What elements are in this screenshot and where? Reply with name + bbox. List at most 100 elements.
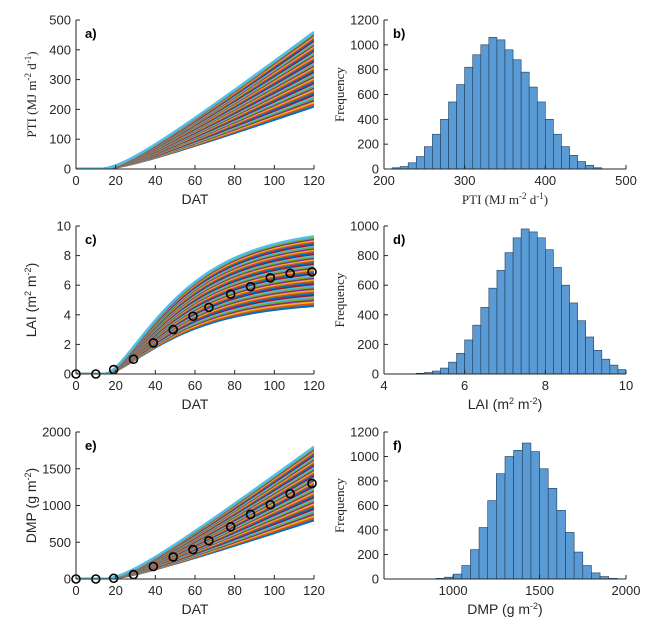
histogram-bar xyxy=(512,237,522,374)
x-tick-label: 80 xyxy=(227,583,241,598)
panel-label: a) xyxy=(85,26,97,41)
y-tick-label: 2000 xyxy=(42,425,71,440)
histogram-bar xyxy=(528,86,538,169)
y-axis-label: LAI (m2 m-2) xyxy=(23,263,39,338)
histogram-bar xyxy=(561,146,570,169)
y-tick-label: 600 xyxy=(357,498,379,513)
histogram-bar xyxy=(521,442,532,579)
plot-area-b xyxy=(391,37,603,169)
y-tick-label: 600 xyxy=(357,87,379,102)
plot-area-e xyxy=(76,445,314,579)
histogram-bar xyxy=(504,252,514,374)
panel-label: b) xyxy=(393,26,405,41)
histogram-bar xyxy=(407,162,417,169)
y-tick-label: 300 xyxy=(49,72,71,87)
y-tick-label: 0 xyxy=(372,162,379,177)
panel-label: c) xyxy=(85,232,97,247)
panel-label: d) xyxy=(393,232,405,247)
histogram-bar xyxy=(520,228,530,374)
histogram-bar xyxy=(488,37,498,169)
x-tick-label: 40 xyxy=(148,378,162,393)
histogram-bar xyxy=(536,101,546,169)
x-tick-label: 60 xyxy=(188,173,202,188)
histogram-bar xyxy=(472,54,482,169)
histogram-bar xyxy=(504,49,514,169)
histogram-bar xyxy=(569,155,578,169)
ensemble-line xyxy=(76,235,314,374)
x-tick-label: 60 xyxy=(188,583,202,598)
x-tick-label: 1000 xyxy=(439,583,468,598)
histogram-bar xyxy=(585,164,595,169)
plot-area-d xyxy=(415,228,626,374)
histogram-bar xyxy=(547,488,558,579)
histogram-bar xyxy=(440,367,449,374)
x-tick-label: 100 xyxy=(263,173,285,188)
x-tick-label: 0 xyxy=(72,583,79,598)
x-tick-label: 40 xyxy=(148,583,162,598)
plot-area-f xyxy=(435,442,618,579)
x-tick-label: 120 xyxy=(303,173,325,188)
y-axis-label: DMP (g m-2) xyxy=(23,468,39,543)
histogram-bar xyxy=(569,302,578,374)
histogram-bar xyxy=(593,350,603,374)
x-tick-label: 40 xyxy=(148,173,162,188)
x-axis-label: DAT xyxy=(182,191,209,207)
histogram-bar xyxy=(545,249,554,374)
histogram-bar xyxy=(478,527,489,579)
y-tick-label: 0 xyxy=(372,572,379,587)
x-tick-label: 2000 xyxy=(612,583,641,598)
histogram-bar xyxy=(530,451,540,579)
observation-marker xyxy=(225,289,236,299)
observation-marker xyxy=(204,302,214,313)
y-tick-label: 1200 xyxy=(350,13,379,28)
x-tick-label: 500 xyxy=(615,173,637,188)
histogram-bar xyxy=(591,572,601,579)
y-tick-label: 500 xyxy=(49,13,71,28)
histogram-bar xyxy=(601,358,611,374)
observation-marker xyxy=(204,535,214,546)
histogram-bar xyxy=(585,336,595,374)
panel-a: 0 20 40 60 80 100 120 0 100 200 300 400 500 a) DAT PTI … xyxy=(23,13,325,208)
histogram-bar xyxy=(577,320,586,374)
histogram-bar xyxy=(573,551,584,579)
x-axis-label: LAI (m2 m-2) xyxy=(468,396,543,412)
plot-area-c xyxy=(76,235,314,374)
histogram-bar xyxy=(528,231,538,374)
histogram-bar xyxy=(625,371,626,374)
y-tick-label: 2 xyxy=(64,337,71,352)
histogram-bar xyxy=(472,324,482,374)
observation-marker xyxy=(108,573,119,584)
y-tick-label: 400 xyxy=(357,112,379,127)
histogram-bar xyxy=(504,456,514,579)
x-axis-label: DAT xyxy=(182,396,209,412)
y-tick-label: 100 xyxy=(49,132,71,147)
histogram-bar xyxy=(539,468,549,579)
histogram-bar xyxy=(553,267,562,374)
y-axis-label: PTI (MJ m-2 d-1) xyxy=(23,51,39,137)
histogram-bar xyxy=(464,66,474,169)
histogram-bar xyxy=(496,473,506,579)
histogram-bar xyxy=(561,284,570,374)
y-tick-label: 200 xyxy=(357,137,379,152)
histogram-bar xyxy=(582,565,592,579)
x-axis-label: DAT xyxy=(182,601,209,617)
y-axis-label: Frequency xyxy=(332,478,347,533)
histogram-bar xyxy=(456,352,465,374)
y-tick-label: 0 xyxy=(64,572,71,587)
panel-label: e) xyxy=(85,438,97,453)
histogram-bar xyxy=(461,565,471,579)
x-tick-label: 20 xyxy=(108,583,122,598)
y-tick-label: 1000 xyxy=(350,449,379,464)
histogram-bar xyxy=(488,287,498,374)
x-tick-label: 100 xyxy=(263,583,285,598)
histogram-bar xyxy=(617,369,626,374)
histogram-bar xyxy=(536,237,546,374)
observation-marker xyxy=(188,311,198,322)
y-tick-label: 1200 xyxy=(350,425,379,440)
x-tick-label: 10 xyxy=(619,378,633,393)
observation-marker xyxy=(265,499,276,510)
y-tick-label: 1000 xyxy=(350,219,379,234)
observation-marker xyxy=(225,522,236,532)
histogram-bar xyxy=(440,119,449,169)
